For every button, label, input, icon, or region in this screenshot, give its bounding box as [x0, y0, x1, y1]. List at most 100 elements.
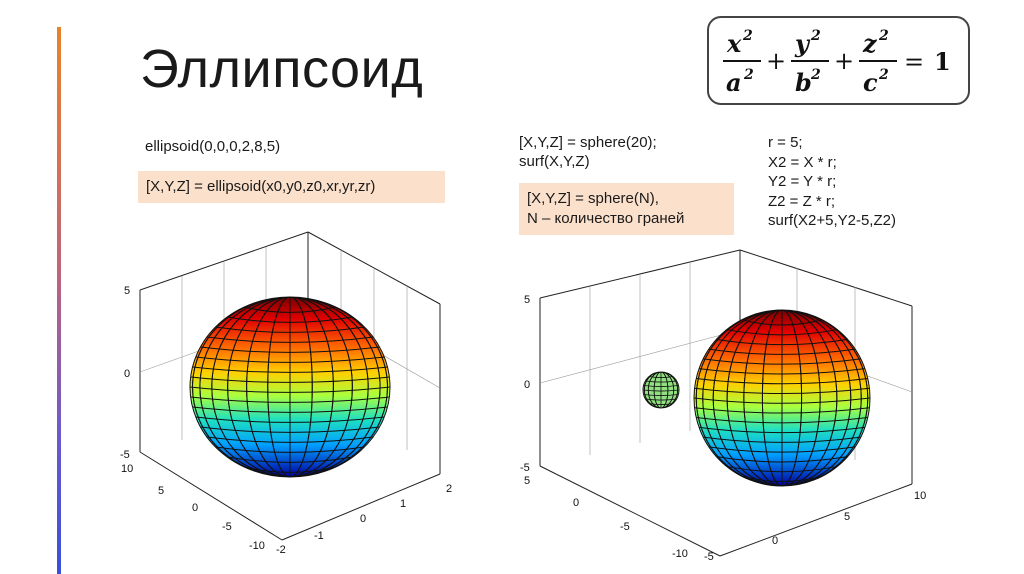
mesh-latitude-line — [227, 316, 353, 323]
mesh-latitude-line — [708, 348, 856, 355]
mesh-longitude-line — [743, 310, 821, 486]
right-z-tick: -5 — [520, 462, 530, 474]
scaled-code-line-1: r = 5; — [768, 134, 803, 151]
mesh-latitude-line — [244, 306, 336, 313]
mesh-longitude-line — [246, 297, 334, 477]
mesh-latitude-line — [698, 426, 866, 434]
mesh-latitude-line — [227, 456, 353, 463]
sphere-code-line-2: surf(X,Y,Z) — [519, 153, 590, 170]
mesh-longitude-line — [643, 372, 679, 408]
scaled-code-line-4: Z2 = Z * r; — [768, 192, 836, 210]
ellipsoid-syntax-note: [X,Y,Z] = ellipsoid(x0,y0,z0,xr,yr,zr) — [138, 171, 445, 203]
mesh-latitude-line — [716, 456, 848, 463]
mesh-longitude-line — [695, 310, 869, 486]
mesh-latitude-line — [645, 398, 677, 401]
right-x-tick: -5 — [704, 551, 714, 563]
left-y-ticks: 10 5 0 -5 -10 — [121, 463, 265, 552]
left-z-ticks: 5 0 -5 — [120, 285, 130, 461]
mesh-latitude-line — [195, 356, 385, 363]
equals-sign: = — [904, 48, 924, 76]
mesh-latitude-line — [206, 336, 374, 343]
left-x-tick: 2 — [446, 483, 452, 495]
mesh-latitude-line — [649, 376, 673, 378]
right-z-tick: 5 — [524, 294, 530, 306]
mesh-longitude-line — [653, 372, 669, 408]
ellipsoid-command: ellipsoid(0,0,0,2,8,5) — [145, 138, 281, 155]
slide-title: Эллипсоид — [140, 39, 424, 99]
mesh-latitude-line — [698, 368, 866, 375]
left-x-tick: 1 — [400, 498, 406, 510]
mesh-latitude-line — [192, 366, 388, 373]
term-2-num-exp: 2 — [810, 28, 821, 44]
right-y-tick: -5 — [620, 521, 630, 533]
plus-1: + — [766, 47, 786, 75]
term-1-numerator: x — [726, 29, 742, 58]
mesh-latitude-line — [190, 396, 390, 403]
sphere-code: [X,Y,Z] = sphere(20); surf(X,Y,Z) — [519, 133, 657, 171]
left-z-tick: 5 — [124, 285, 130, 297]
term-2-numerator: y — [794, 29, 811, 58]
right-z-tick: 0 — [524, 379, 530, 391]
left-x-tick: -2 — [276, 544, 286, 556]
mesh-longitude-line — [702, 310, 862, 486]
sphere-note-line-2: N – количество граней — [527, 210, 685, 227]
right-y-ticks: 5 0 -5 -10 — [524, 475, 688, 560]
scaled-code-line-2: X2 = X * r; — [768, 153, 837, 171]
mesh-latitude-line — [190, 386, 390, 393]
mesh-longitude-line — [192, 297, 388, 477]
left-z-tick: -5 — [120, 449, 130, 461]
sphere-syntax-note: [X,Y,Z] = sphere(N), N – количество гране… — [519, 183, 734, 235]
mesh-longitude-line — [227, 297, 353, 477]
mesh-longitude-line — [267, 297, 313, 477]
mesh-latitude-line — [696, 377, 868, 385]
mesh-longitude-line — [712, 310, 852, 486]
left-y-tick: 5 — [158, 485, 164, 497]
term-1-denominator: a — [726, 68, 742, 97]
mesh-latitude-line — [741, 319, 823, 326]
mesh-latitude-line — [696, 417, 868, 424]
mesh-latitude-line — [694, 407, 870, 414]
mesh-latitude-line — [192, 406, 388, 413]
mesh-longitude-line — [211, 297, 369, 477]
term-3-denominator: c — [863, 68, 878, 97]
accent-bar — [57, 27, 61, 574]
sphere-note-line-1: [X,Y,Z] = sphere(N), — [527, 190, 659, 207]
right-x-tick: 5 — [844, 511, 850, 523]
mesh-latitude-line — [726, 465, 838, 473]
scaled-code-line-5: surf(X2+5,Y2-5,Z2) — [768, 212, 896, 229]
term-3-num-exp: 2 — [878, 28, 889, 44]
term-2-denominator: b — [795, 68, 812, 97]
mesh-latitude-line — [643, 385, 679, 387]
mesh-longitude-line — [761, 310, 803, 486]
mesh-latitude-line — [200, 426, 380, 433]
left-x-tick: -1 — [314, 530, 324, 542]
right-x-tick: 10 — [914, 490, 926, 502]
right-y-tick: -10 — [672, 548, 688, 560]
mesh-latitude-line — [694, 387, 870, 395]
mesh-latitude-line — [215, 326, 365, 333]
term-1-num-exp: 2 — [742, 28, 753, 44]
right-x-ticks: -5 0 5 10 — [704, 490, 926, 563]
mesh-latitude-line — [649, 403, 673, 405]
left-y-tick: -5 — [222, 521, 232, 533]
mesh-latitude-line — [726, 329, 838, 336]
term-1-den-exp: 2 — [743, 67, 754, 83]
mesh-latitude-line — [190, 376, 390, 383]
left-z-tick: 0 — [124, 368, 130, 380]
left-ellipsoid — [189, 296, 391, 478]
sphere-code-line-1: [X,Y,Z] = sphere(20); — [519, 134, 657, 151]
mesh-latitude-line — [195, 416, 385, 423]
formula-box: x 2 a 2 + y 2 b 2 + z 2 c 2 = 1 — [707, 16, 970, 105]
mesh-latitude-line — [716, 338, 848, 346]
mesh-latitude-line — [200, 346, 380, 353]
right-hand-side: 1 — [934, 47, 951, 76]
left-x-tick: 0 — [360, 513, 366, 525]
right-x-tick: 0 — [772, 535, 778, 547]
mesh-longitude-line — [199, 297, 381, 477]
right-y-tick: 5 — [524, 475, 530, 487]
term-3-numerator: z — [862, 29, 878, 58]
mesh-longitude-line — [726, 310, 838, 486]
left-y-tick: 0 — [192, 502, 198, 514]
left-y-tick: -10 — [249, 540, 265, 552]
left-x-ticks: -2 -1 0 1 2 — [276, 483, 452, 556]
